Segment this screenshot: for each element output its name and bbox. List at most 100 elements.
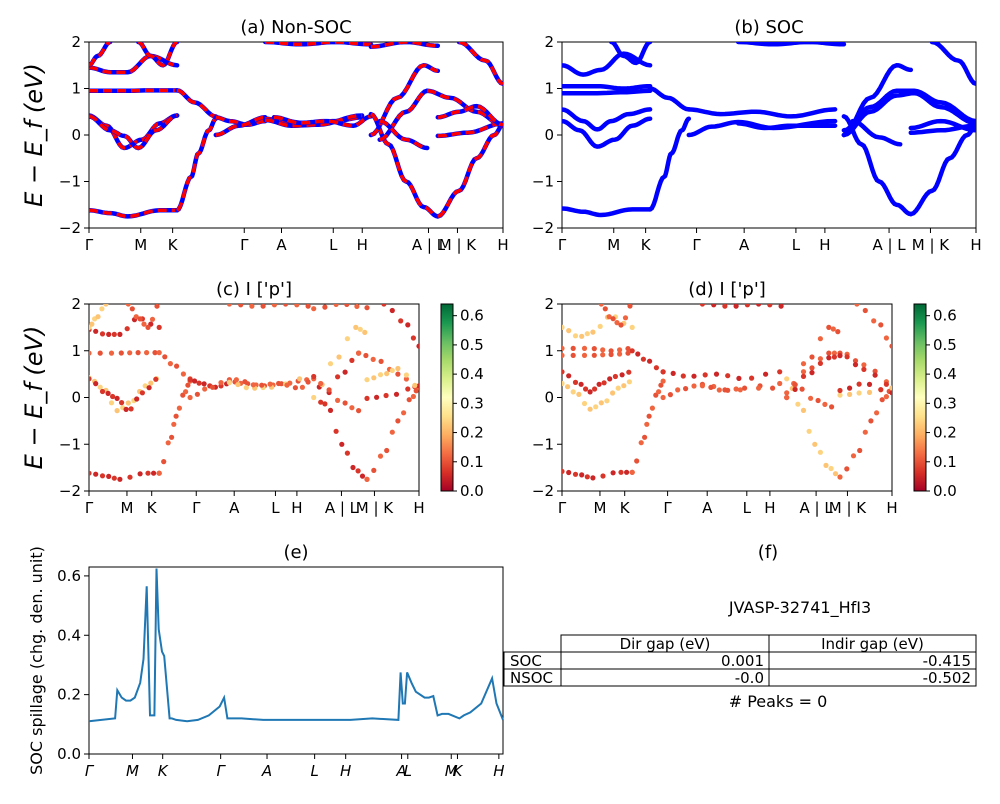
band-point: [138, 471, 143, 476]
band-point: [559, 325, 564, 330]
band-point: [801, 374, 806, 379]
band-point: [115, 408, 120, 413]
colorbar-d: [914, 304, 926, 491]
xtick-label: M: [593, 499, 606, 517]
band-point: [714, 372, 719, 377]
band-point: [144, 350, 149, 355]
band-point: [238, 302, 243, 307]
band-point: [675, 387, 680, 392]
band-point: [861, 362, 866, 367]
band-point: [374, 395, 379, 400]
band-point: [818, 450, 823, 455]
band-point: [809, 365, 814, 370]
band-point: [630, 348, 635, 353]
band-point: [818, 361, 823, 366]
band-point: [624, 470, 629, 475]
xtick-label: A: [261, 762, 272, 780]
colorbar-tick-label: 0.1: [933, 453, 957, 471]
band-point: [162, 354, 167, 359]
table-header-dir: Dir gap (eV): [620, 635, 711, 653]
band-point: [311, 306, 316, 311]
band-point: [736, 376, 741, 381]
band-point: [371, 375, 376, 380]
panel-c-title: (c) I ['p']: [216, 279, 292, 300]
band-point: [579, 382, 584, 387]
band-point: [837, 353, 842, 358]
band-point: [585, 331, 590, 336]
band-point: [227, 380, 232, 385]
band-point: [844, 466, 849, 471]
band-point: [202, 381, 207, 386]
band-point: [770, 386, 775, 391]
band-point: [717, 387, 722, 392]
xtick-label: H: [357, 236, 368, 254]
ytick-label: 0: [71, 126, 81, 144]
colorbar-tick-label: 0.1: [460, 453, 484, 471]
band-point: [784, 390, 789, 395]
band-point: [627, 379, 632, 384]
band-point: [829, 466, 834, 471]
band-point: [148, 381, 153, 386]
band-point: [634, 458, 639, 463]
xtick-label: A: [276, 236, 287, 254]
band-point: [611, 316, 616, 321]
ytick-label: −2: [532, 219, 554, 237]
band-point: [360, 474, 365, 479]
band-point: [89, 322, 94, 327]
band-point: [130, 306, 135, 311]
band-point: [345, 451, 350, 456]
band-point: [350, 465, 355, 470]
band-point: [874, 410, 879, 415]
band-point: [734, 304, 739, 309]
band-point: [867, 390, 872, 395]
band-point: [725, 373, 730, 378]
band-point: [183, 389, 188, 394]
band-point: [371, 357, 376, 362]
band-point: [174, 414, 179, 419]
band-point: [878, 387, 883, 392]
band-point: [161, 459, 166, 464]
xtick-label: H: [764, 499, 775, 517]
band-point: [620, 372, 625, 377]
band-point: [801, 361, 806, 366]
colorbar-c: [441, 304, 453, 491]
band-point: [318, 400, 323, 405]
band-point: [117, 332, 122, 337]
ytick-label: −1: [59, 435, 81, 453]
band-point: [826, 351, 831, 356]
panel-a-title: (a) Non-SOC: [240, 17, 351, 38]
band-point: [582, 401, 587, 406]
band-point: [294, 302, 299, 307]
band-point: [863, 430, 868, 435]
band-point: [100, 473, 105, 478]
band-line-nsoc: [371, 114, 438, 216]
band-point: [109, 400, 114, 405]
band-point: [181, 371, 186, 376]
band-point: [829, 404, 834, 409]
panel-a-bands: [89, 42, 503, 216]
band-point: [831, 326, 836, 331]
band-point: [600, 473, 605, 478]
table-row-label: SOC: [510, 652, 542, 670]
band-point: [700, 301, 705, 306]
band-point: [129, 406, 134, 411]
band-point: [801, 408, 806, 413]
band-point: [742, 386, 747, 391]
spillage-line: [89, 569, 503, 722]
panel-c-points: [86, 301, 421, 482]
band-point: [339, 442, 344, 447]
band-point: [395, 418, 400, 423]
band-point: [621, 383, 626, 388]
band-point: [635, 351, 640, 356]
band-point: [110, 394, 115, 399]
band-point: [642, 435, 647, 440]
band-point: [867, 382, 872, 387]
band-point: [268, 382, 273, 387]
band-point: [364, 477, 369, 482]
band-point: [124, 407, 129, 412]
band-point: [93, 381, 98, 386]
band-point: [579, 334, 584, 339]
xtick-label: L: [310, 762, 318, 780]
xtick-label: L: [329, 236, 338, 254]
band-point: [127, 475, 132, 480]
